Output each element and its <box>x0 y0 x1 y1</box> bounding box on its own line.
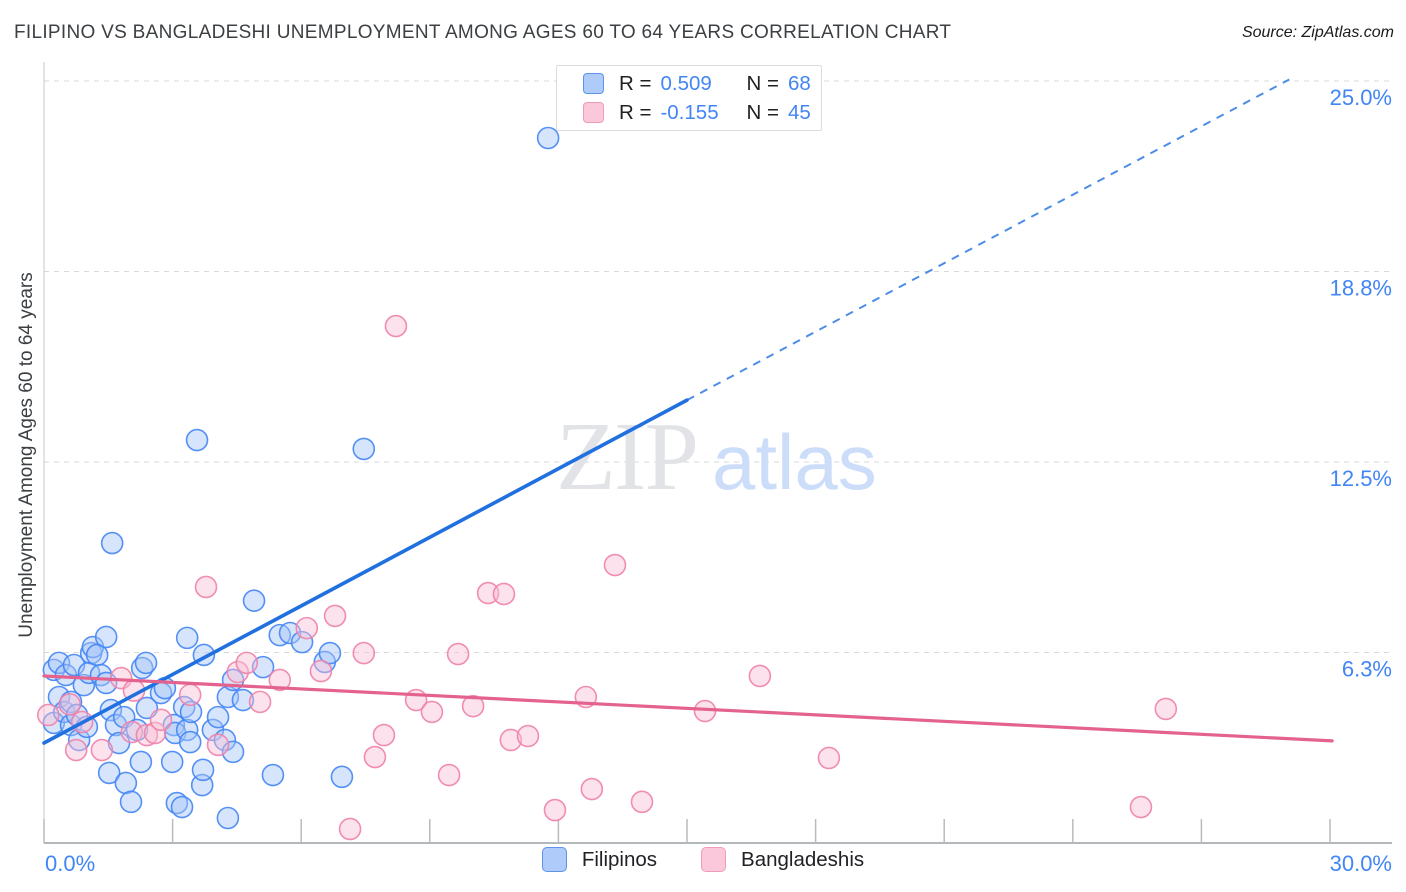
n-value: 68 <box>787 71 811 95</box>
bangladeshis-swatch-icon <box>583 102 604 123</box>
filipinos-swatch-icon <box>583 73 604 94</box>
page-title: FILIPINO VS BANGLADESHI UNEMPLOYMENT AMO… <box>14 22 952 43</box>
svg-text:12.5%: 12.5% <box>1330 466 1392 491</box>
svg-text:0.0%: 0.0% <box>45 851 95 876</box>
r-label: R = <box>619 100 652 124</box>
svg-text:atlas: atlas <box>712 418 877 506</box>
source-label: Source: ZipAtlas.com <box>1241 24 1394 41</box>
n-value: 45 <box>787 100 811 124</box>
svg-text:18.8%: 18.8% <box>1330 276 1392 301</box>
filipinos-swatch-icon <box>541 847 567 872</box>
stats-row-filipinos: R = 0.509 N = 68 <box>583 72 821 96</box>
series-legend: Filipinos Bangladeshis <box>0 847 1406 872</box>
svg-text:30.0%: 30.0% <box>1330 851 1392 876</box>
n-label: N = <box>746 100 779 124</box>
r-value: -0.155 <box>660 100 719 124</box>
svg-text:6.3%: 6.3% <box>1342 657 1392 682</box>
r-label: R = <box>619 71 652 95</box>
stats-row-bangladeshis: R = -0.155 N = 45 <box>583 101 821 125</box>
legend-label: Filipinos <box>581 847 658 871</box>
correlation-stats-box: R = 0.509 N = 68 R = -0.155 N = 45 <box>556 65 822 131</box>
n-label: N = <box>746 71 779 95</box>
legend-item-filipinos: Filipinos <box>541 847 658 872</box>
bangladeshis-swatch-icon <box>701 847 727 872</box>
svg-text:25.0%: 25.0% <box>1330 85 1392 110</box>
legend-label: Bangladeshis <box>741 847 865 871</box>
legend-item-bangladeshis: Bangladeshis <box>701 847 864 872</box>
r-value: 0.509 <box>660 71 712 95</box>
